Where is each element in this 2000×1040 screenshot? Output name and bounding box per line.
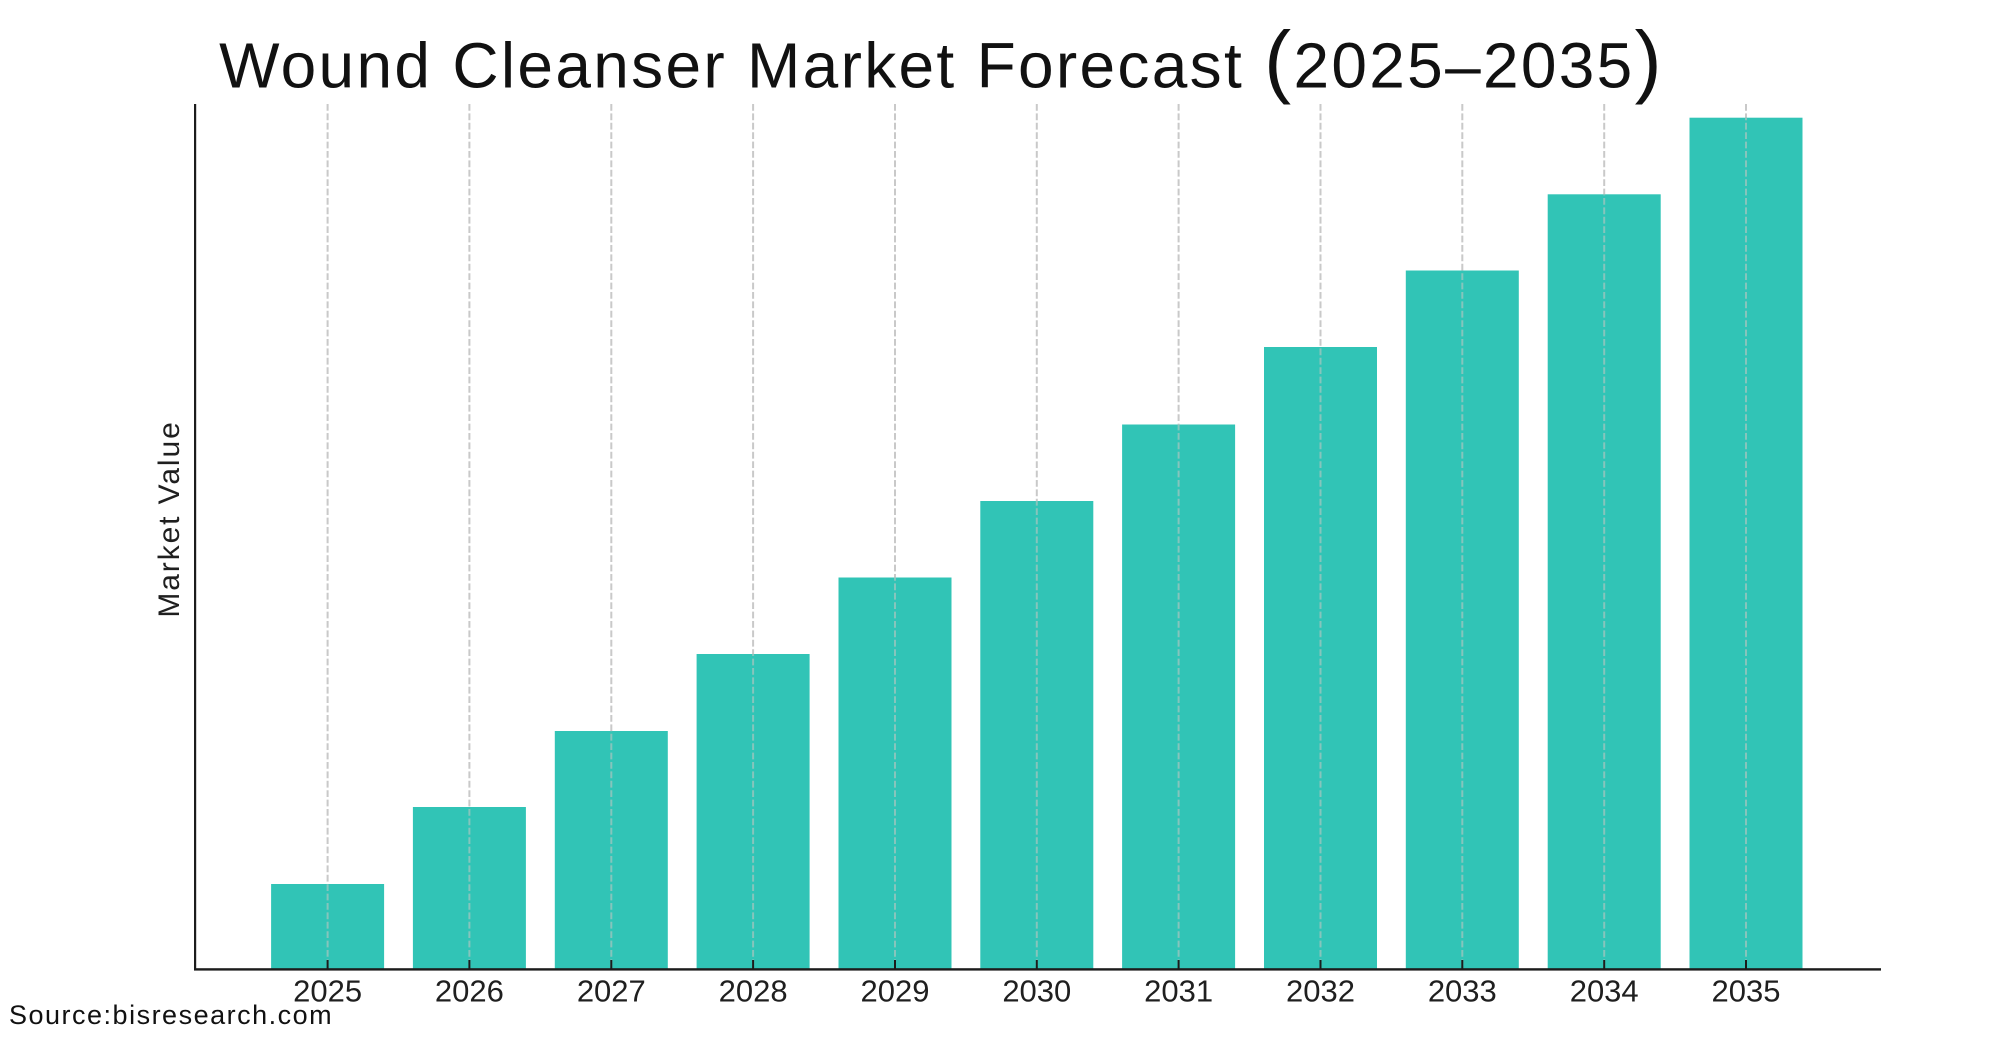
- svg-text:2027: 2027: [577, 974, 646, 1009]
- svg-text:2025: 2025: [293, 974, 362, 1009]
- svg-text:2032: 2032: [1286, 974, 1355, 1009]
- svg-text:2033: 2033: [1428, 974, 1497, 1009]
- svg-text:Market Value: Market Value: [153, 420, 186, 617]
- svg-text:Wound Cleanser Market Forecast: Wound Cleanser Market Forecast (2025–203…: [219, 16, 1664, 106]
- svg-text:2034: 2034: [1570, 974, 1639, 1009]
- svg-text:2029: 2029: [861, 974, 930, 1009]
- svg-text:2028: 2028: [719, 974, 788, 1009]
- svg-text:2026: 2026: [435, 974, 504, 1009]
- svg-text:2035: 2035: [1712, 974, 1781, 1009]
- svg-text:2031: 2031: [1144, 974, 1213, 1009]
- svg-text:2030: 2030: [1002, 974, 1071, 1009]
- svg-text:Source:bisresearch.com: Source:bisresearch.com: [9, 1000, 333, 1030]
